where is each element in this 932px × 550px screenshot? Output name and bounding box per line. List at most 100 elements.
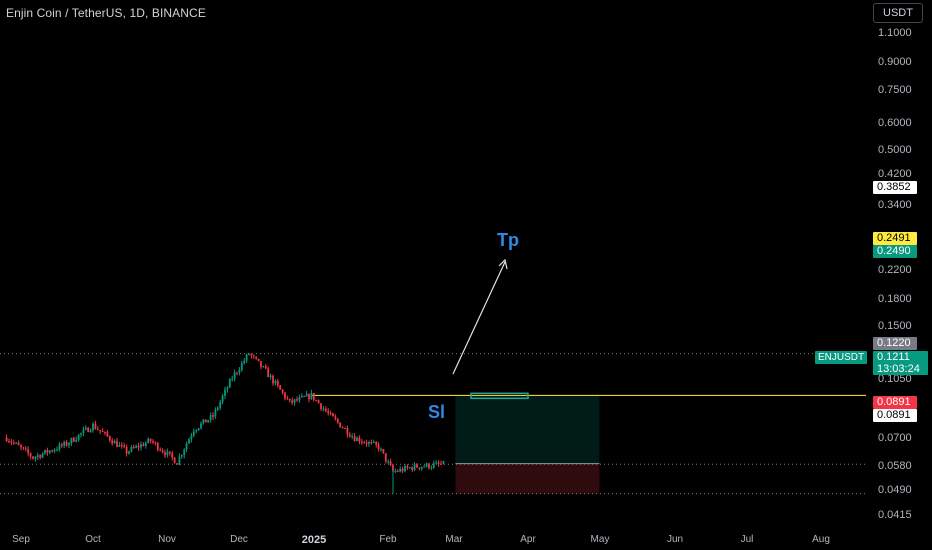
candle: [432, 460, 435, 470]
candle: [32, 456, 34, 460]
candle: [188, 437, 190, 444]
candle: [401, 466, 404, 474]
candle: [300, 393, 303, 398]
candle: [183, 448, 186, 459]
candle: [135, 444, 138, 449]
candle: [310, 389, 313, 401]
price-tick: 0.5000: [878, 144, 912, 156]
candle: [75, 436, 78, 443]
candle: [185, 441, 188, 453]
tp-target-box[interactable]: [470, 392, 529, 400]
entry-price-tag: 0.1220: [873, 337, 917, 350]
candle: [238, 366, 241, 376]
candle: [132, 444, 135, 449]
candle: [286, 395, 289, 400]
candle: [106, 429, 109, 438]
candle: [437, 460, 440, 467]
candle: [320, 403, 322, 412]
candle: [27, 446, 30, 457]
take-profit-label[interactable]: Tp: [497, 230, 519, 250]
candle: [332, 412, 334, 417]
candle: [245, 353, 248, 364]
time-tick: May: [590, 534, 610, 545]
tp-target-price-tag: 0.2490: [873, 245, 917, 258]
price-tick: 0.0700: [878, 432, 912, 444]
candle: [384, 453, 387, 464]
candle: [339, 422, 342, 428]
candle: [442, 460, 445, 465]
candle: [171, 450, 174, 461]
candle: [279, 384, 282, 390]
candle: [204, 419, 207, 423]
candle: [8, 438, 10, 444]
candle: [389, 458, 392, 466]
candle: [334, 414, 337, 421]
candle: [305, 390, 308, 397]
time-tick: Aug: [812, 534, 830, 545]
candle: [63, 440, 66, 449]
time-tick: Sep: [12, 534, 30, 545]
candle: [324, 406, 327, 413]
currency-button[interactable]: USDT: [873, 3, 923, 23]
candle: [396, 469, 399, 473]
candle: [435, 460, 438, 464]
candle: [360, 438, 363, 445]
profit-zone[interactable]: [455, 395, 600, 464]
candle: [408, 466, 411, 469]
candle: [149, 438, 152, 444]
candle: [226, 386, 229, 393]
time-tick: Apr: [520, 534, 536, 545]
candle: [142, 442, 145, 447]
candle: [406, 464, 409, 470]
candle: [353, 432, 356, 442]
candle: [209, 412, 212, 423]
candle: [92, 422, 94, 433]
candle: [202, 419, 205, 425]
candle: [363, 440, 366, 444]
candle: [10, 438, 13, 445]
candle: [212, 412, 214, 421]
stop-loss-label[interactable]: Sl: [428, 402, 446, 422]
candle: [17, 440, 20, 446]
candle: [231, 375, 234, 382]
candle: [96, 426, 99, 431]
loss-zone[interactable]: [455, 463, 600, 494]
price-tick: 0.1800: [878, 293, 912, 305]
candle: [173, 457, 176, 464]
candle: [152, 439, 154, 445]
candle: [411, 466, 414, 473]
candle: [219, 399, 222, 411]
candle: [284, 391, 286, 401]
candle: [418, 467, 421, 471]
price-tick: 0.7500: [878, 84, 912, 96]
candle: [56, 446, 58, 452]
candle: [380, 447, 382, 453]
candle: [207, 419, 210, 424]
time-tick-year: 2025: [301, 534, 327, 546]
candle: [372, 439, 375, 444]
time-tick: Nov: [158, 534, 176, 545]
candle: [214, 407, 217, 419]
candle: [440, 460, 442, 465]
candle: [336, 417, 339, 425]
time-tick: Feb: [379, 534, 397, 545]
candle: [293, 398, 296, 406]
candle: [29, 452, 32, 460]
projection-arrow[interactable]: [452, 261, 506, 375]
arrow-head-icon: [498, 258, 508, 270]
price-tick: 0.0580: [878, 460, 912, 472]
candle: [348, 432, 351, 438]
candle: [257, 358, 260, 362]
candle: [312, 392, 315, 402]
candle: [252, 354, 255, 359]
candle: [58, 442, 61, 452]
candle: [200, 421, 202, 430]
candle: [423, 465, 426, 468]
candle: [281, 388, 284, 395]
candle: [53, 448, 56, 454]
candle: [65, 439, 68, 447]
candle: [368, 440, 370, 447]
candle: [176, 462, 178, 465]
price-tick: 0.4200: [878, 168, 912, 180]
